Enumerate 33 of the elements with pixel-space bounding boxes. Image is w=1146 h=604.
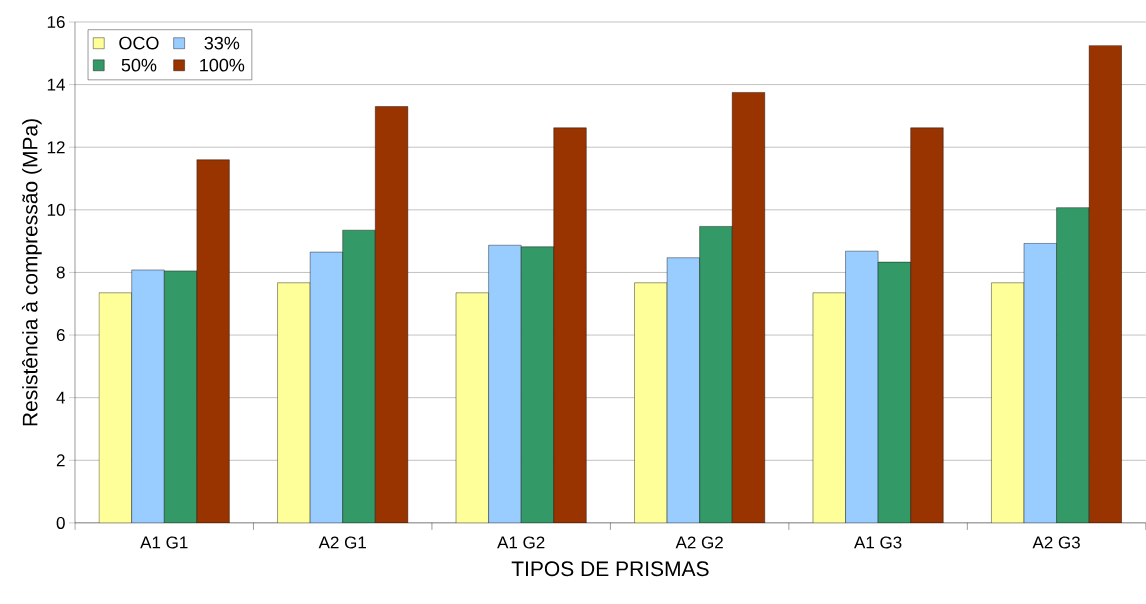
bar [488,245,522,523]
x-tick-label: A2 G1 [318,536,366,549]
bar [1088,45,1122,523]
y-tick-label: 10 [47,203,65,216]
bar [131,269,165,523]
bar [845,251,879,523]
x-tick-label: A1 G3 [854,536,902,549]
x-tick-label: A1 G1 [140,536,188,549]
legend-label: 33% [204,36,240,50]
x-tick-label: A2 G2 [675,536,723,549]
bar [196,159,230,523]
x-tick-label: A2 G3 [1032,536,1080,549]
y-axis-title: Resistência à compressão (MPa) [21,119,42,426]
y-tick-label: 14 [47,78,65,91]
bar [1023,243,1057,523]
y-tick-label: 2 [56,454,65,467]
legend-label: OCO [119,36,159,50]
legend-label: 100% [200,58,245,72]
legend-label: 50% [121,58,157,72]
bar [667,257,700,523]
y-tick-label: 16 [47,16,65,29]
x-axis-title: TIPOS DE PRISMAS [511,561,709,577]
y-tick-label: 4 [56,391,65,404]
y-tick-label: 12 [47,141,65,154]
x-tick-label: A1 G2 [497,536,545,549]
y-tick-label: 8 [56,266,65,279]
y-tick-label: 0 [56,516,65,529]
bar [375,106,408,523]
bar [310,252,343,523]
y-tick-label: 6 [56,329,65,342]
bar [910,127,944,523]
bar [553,127,587,523]
bar [732,92,765,523]
